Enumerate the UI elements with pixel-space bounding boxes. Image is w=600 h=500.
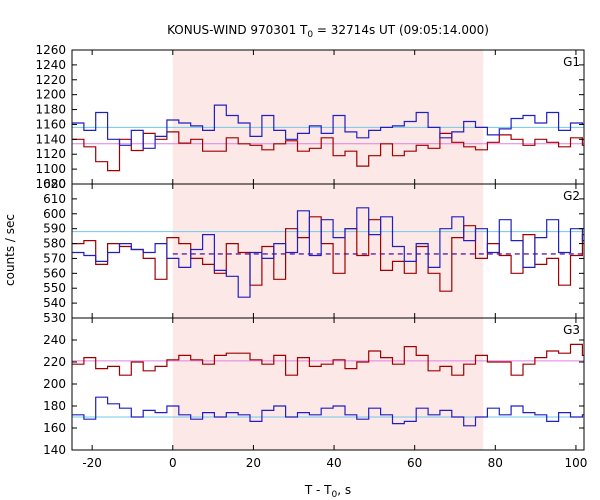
ticks-layer: G1 10801100112011401160118012001220124012… bbox=[35, 43, 587, 470]
panel-g1-plot bbox=[72, 104, 584, 172]
y-tick-label: 1240 bbox=[35, 58, 66, 72]
y-tick-label: 200 bbox=[43, 377, 66, 391]
y-tick-label: 180 bbox=[43, 399, 66, 413]
y-tick-label: 620 bbox=[43, 177, 66, 191]
y-axis-label: counts / sec bbox=[3, 214, 17, 286]
shaded-interval-g3 bbox=[172, 318, 484, 450]
y-tick-label: 1140 bbox=[35, 132, 66, 146]
panel-g2-plot bbox=[72, 207, 584, 298]
panel-label-g1: G1 bbox=[563, 55, 580, 69]
y-tick-label: 570 bbox=[43, 251, 66, 265]
y-tick-label: 1100 bbox=[35, 162, 66, 176]
y-tick-label: 610 bbox=[43, 192, 66, 206]
histogram-g1-blue bbox=[72, 104, 584, 149]
y-tick-label: 540 bbox=[43, 296, 66, 310]
y-tick-label: 140 bbox=[43, 443, 66, 457]
y-tick-label: 1260 bbox=[35, 43, 66, 57]
x-tick-label: 100 bbox=[564, 456, 587, 470]
y-tick-label: 240 bbox=[43, 333, 66, 347]
histogram-g3-red bbox=[72, 343, 584, 376]
shaded-interval-g2 bbox=[172, 184, 484, 318]
shaded-interval-layer bbox=[172, 50, 484, 450]
y-tick-label: 220 bbox=[43, 355, 66, 369]
y-tick-label: 560 bbox=[43, 266, 66, 280]
x-axis-label: T - T0, s bbox=[304, 483, 351, 500]
y-tick-label: 160 bbox=[43, 421, 66, 435]
y-tick-label: 550 bbox=[43, 281, 66, 295]
y-tick-label: 590 bbox=[43, 222, 66, 236]
histogram-g3-blue bbox=[72, 396, 584, 427]
chart-title: KONUS-WIND 970301 T0 = 32714s UT (09:05:… bbox=[167, 23, 489, 40]
x-tick-label: -20 bbox=[82, 456, 102, 470]
y-tick-label: 580 bbox=[43, 237, 66, 251]
x-tick-label: 20 bbox=[246, 456, 261, 470]
x-tick-label: 60 bbox=[407, 456, 422, 470]
y-tick-label: 600 bbox=[43, 207, 66, 221]
histogram-g1-red bbox=[72, 131, 584, 172]
panel-label-g3: G3 bbox=[563, 323, 580, 337]
y-tick-label: 1080 bbox=[35, 177, 66, 191]
panel-g3-plot bbox=[72, 343, 584, 427]
y-tick-label: 530 bbox=[43, 311, 66, 325]
panel-label-g2: G2 bbox=[563, 189, 580, 203]
x-tick-label: 40 bbox=[326, 456, 341, 470]
x-tick-label: 80 bbox=[488, 456, 503, 470]
y-tick-label: 1220 bbox=[35, 73, 66, 87]
y-tick-label: 1180 bbox=[35, 103, 66, 117]
shaded-interval-g1 bbox=[172, 50, 484, 184]
y-tick-label: 1160 bbox=[35, 117, 66, 131]
y-tick-label: 1200 bbox=[35, 88, 66, 102]
y-tick-label: 1120 bbox=[35, 147, 66, 161]
x-tick-label: 0 bbox=[169, 456, 177, 470]
histogram-g2-blue bbox=[72, 207, 584, 298]
histogram-g2-red bbox=[72, 216, 584, 292]
series-layer bbox=[72, 104, 584, 427]
